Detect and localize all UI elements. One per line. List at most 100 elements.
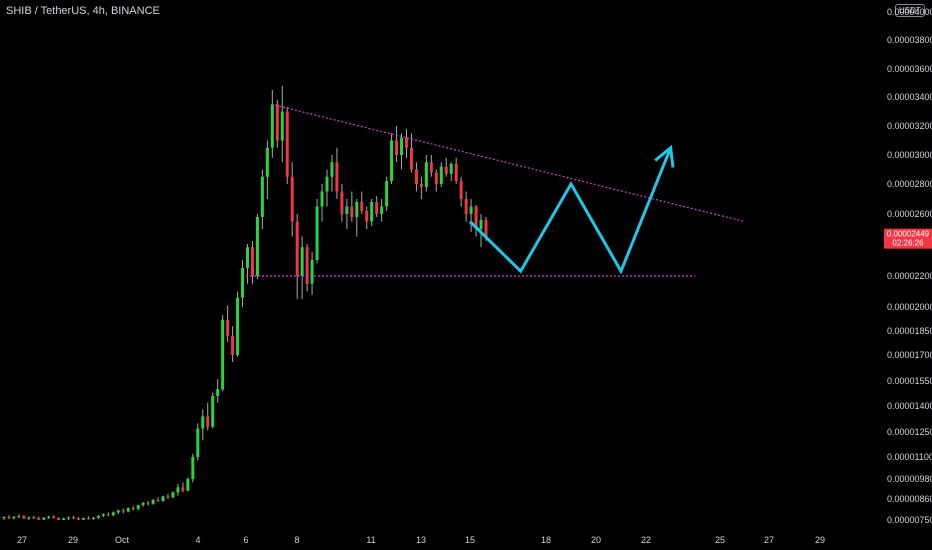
candle: [469, 199, 473, 232]
candle: [444, 157, 448, 177]
bar-countdown: 02:26:26: [892, 239, 924, 248]
candle: [141, 501, 145, 507]
candle: [315, 199, 319, 264]
price-tick-label: 0.00003000: [887, 150, 932, 160]
time-tick-label: 29: [815, 535, 825, 545]
candle: [146, 500, 150, 506]
candle: [300, 236, 304, 300]
candle: [275, 99, 279, 148]
time-tick-label: 25: [715, 535, 725, 545]
candle: [211, 392, 215, 429]
candle: [245, 244, 249, 284]
candle: [419, 176, 423, 199]
candle: [151, 499, 155, 505]
candle: [270, 90, 274, 158]
candle: [231, 326, 235, 362]
candle: [42, 517, 46, 520]
candle: [260, 169, 264, 229]
time-tick-label: 27: [17, 535, 27, 545]
candle: [335, 147, 339, 199]
candle: [7, 515, 11, 520]
candle: [464, 191, 468, 222]
candle: [405, 128, 408, 158]
candle: [126, 507, 130, 513]
candle: [295, 214, 299, 300]
candle: [116, 509, 120, 515]
candle: [131, 505, 135, 511]
candle: [236, 291, 240, 357]
candle: [424, 155, 428, 192]
candle: [310, 252, 314, 295]
candle: [216, 379, 220, 403]
candle: [350, 191, 354, 222]
candle: [380, 199, 384, 222]
time-tick-label: 22: [641, 535, 651, 545]
price-tick-label: 0.00000860: [887, 494, 932, 504]
candle: [17, 514, 21, 519]
price-tick-label: 0.00000750: [887, 515, 932, 525]
candle: [62, 517, 66, 520]
price-axis: 0.00004000 0.00003800 0.00003600 0.00003400…: [884, 7, 932, 525]
candle: [429, 155, 433, 177]
candle: [52, 515, 56, 519]
projection-path: [468, 147, 673, 275]
price-tick-label: 0.00002600: [887, 209, 932, 219]
chart-title: SHIB / TetherUS, 4h, BINANCE: [6, 5, 160, 17]
candle: [285, 107, 289, 184]
time-tick-label: 11: [366, 535, 375, 545]
candle: [156, 497, 160, 502]
time-tick-label: 18: [541, 535, 551, 545]
projection-arrowhead: [654, 144, 675, 168]
candle: [67, 516, 71, 520]
candle: [241, 260, 245, 307]
price-tick-label: 0.00003400: [887, 92, 932, 102]
candles-layer: [2, 85, 488, 520]
time-tick-label: 27: [764, 535, 774, 545]
time-tick-label: 6: [243, 535, 248, 545]
candle: [345, 199, 349, 229]
candle: [474, 205, 478, 237]
candle: [375, 196, 379, 217]
time-tick-label: 15: [465, 535, 475, 545]
candle: [360, 191, 364, 214]
candle: [106, 512, 110, 517]
last-price-value: 0.00002449: [887, 230, 930, 239]
candle: [101, 513, 105, 518]
candle: [290, 162, 294, 237]
candle: [22, 515, 26, 520]
candle: [176, 484, 180, 496]
quote-currency-badge[interactable]: USDT: [895, 4, 925, 17]
price-tick-label: 0.00002800: [887, 179, 932, 189]
candle: [111, 511, 115, 517]
candle: [400, 133, 404, 170]
resistance-trendline: [271, 103, 745, 223]
candle: [57, 517, 61, 520]
candle: [47, 515, 51, 520]
candle: [77, 517, 81, 520]
candle: [325, 169, 329, 207]
price-tick-label: 0.00001700: [887, 350, 932, 360]
candle: [330, 155, 334, 192]
candle: [221, 315, 225, 391]
price-tick-label: 0.00001100: [887, 452, 932, 462]
time-tick-label: 4: [195, 535, 200, 545]
candle: [395, 126, 399, 163]
price-tick-label: 0.00002000: [887, 302, 932, 312]
candle: [201, 409, 205, 441]
candle: [171, 491, 175, 499]
candle: [32, 515, 36, 520]
candle: [181, 482, 185, 493]
candle: [91, 517, 95, 520]
candle: [196, 423, 200, 461]
candle: [449, 162, 453, 182]
candle: [86, 516, 90, 520]
candle: [385, 176, 389, 211]
candle: [265, 140, 269, 199]
candle: [280, 85, 284, 163]
time-tick-label: Oct: [115, 535, 130, 545]
candle: [37, 516, 41, 520]
price-tick-label: 0.00003200: [887, 121, 932, 131]
time-axis: 27 29 Oct 4 6 8 11 13 15 18 20 22 25 27 29: [17, 535, 825, 545]
candle: [226, 305, 230, 343]
